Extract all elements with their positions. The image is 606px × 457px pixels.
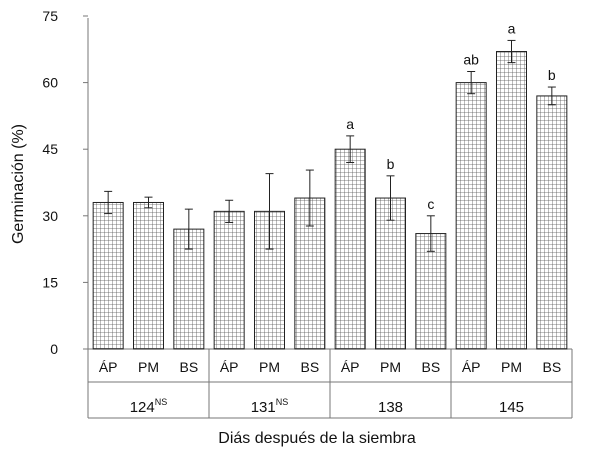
bar xyxy=(213,210,245,350)
y-axis-title: Germinación (%) xyxy=(10,124,27,244)
x-category-label: BS xyxy=(421,359,440,375)
x-category-label: ÁP xyxy=(462,359,481,375)
y-tick-label: 0 xyxy=(50,341,58,357)
y-tick-label: 45 xyxy=(42,141,58,157)
x-category-label: ÁP xyxy=(341,359,360,375)
y-tick-label: 75 xyxy=(42,8,58,24)
group-label-value: 138 xyxy=(378,399,403,416)
significance-label: a xyxy=(508,20,516,36)
group-label-value: 124 xyxy=(130,399,155,416)
group-label: 131NS xyxy=(251,397,289,416)
bar xyxy=(496,51,527,350)
bar xyxy=(133,201,164,350)
y-tick-label: 30 xyxy=(42,208,58,224)
bar xyxy=(334,148,366,350)
group-label: 124NS xyxy=(130,397,168,416)
x-axis-title: Diás después de la siembra xyxy=(218,430,416,447)
bar xyxy=(92,201,124,350)
x-category-label: PM xyxy=(138,359,159,375)
x-category-label: ÁP xyxy=(99,359,118,375)
group-label-value: 131 xyxy=(251,399,276,416)
x-category-label: BS xyxy=(300,359,319,375)
bar xyxy=(536,95,568,350)
x-category-label: PM xyxy=(259,359,280,375)
significance-label: b xyxy=(387,156,395,172)
group-label-value: 145 xyxy=(499,399,524,416)
group-label-superscript: NS xyxy=(155,397,168,407)
group-label: 138 xyxy=(378,399,403,416)
significance-label: ab xyxy=(463,52,479,68)
y-tick-label: 60 xyxy=(42,75,58,91)
group-label: 145 xyxy=(499,399,524,416)
x-category-label: BS xyxy=(542,359,561,375)
significance-label: c xyxy=(427,196,434,212)
y-tick-label: 15 xyxy=(42,274,58,290)
significance-label: b xyxy=(548,67,556,83)
x-category-label: ÁP xyxy=(220,359,239,375)
bar xyxy=(415,233,447,350)
group-label-superscript: NS xyxy=(276,397,289,407)
bar xyxy=(455,82,487,350)
significance-label: a xyxy=(346,116,354,132)
x-category-label: PM xyxy=(380,359,401,375)
x-category-label: PM xyxy=(501,359,522,375)
x-category-label: BS xyxy=(179,359,198,375)
